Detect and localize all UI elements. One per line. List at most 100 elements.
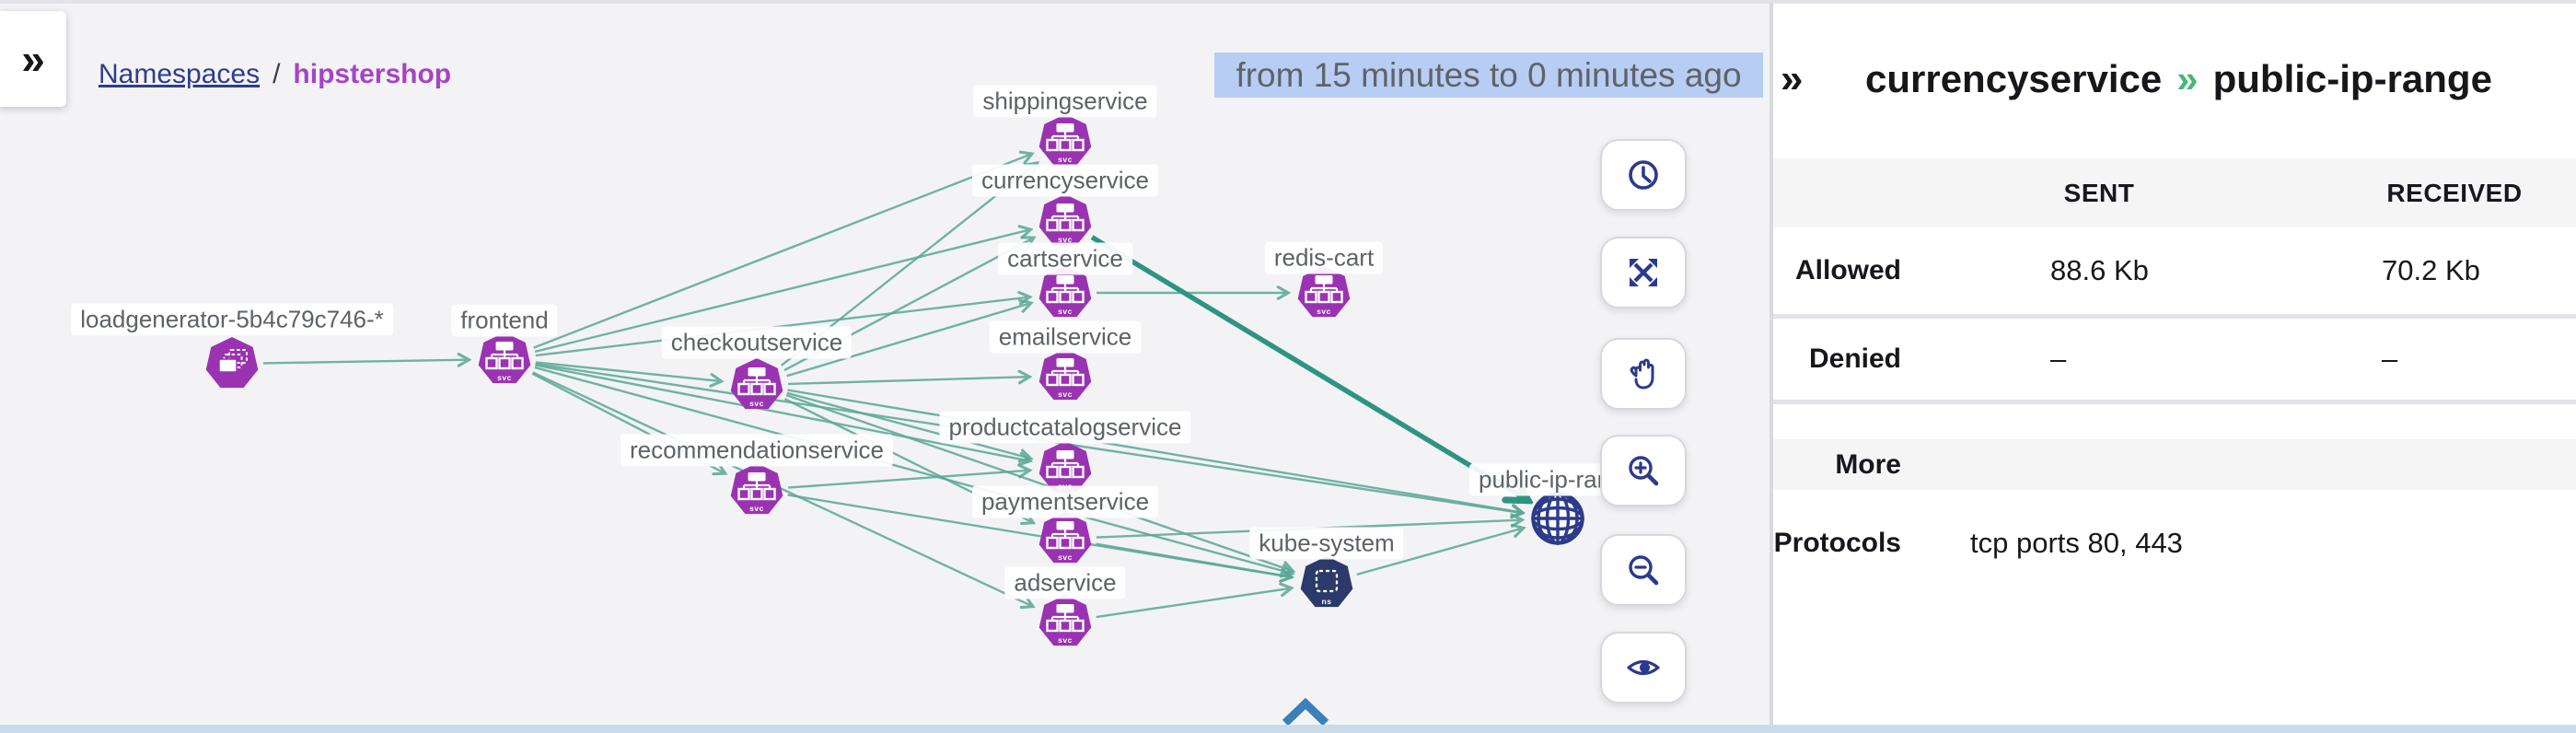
edge-checkoutservice-to-emailservice[interactable] [787,377,1028,386]
node-recommendationservice[interactable]: svc [730,463,783,515]
row-divider [1773,314,2576,319]
table-row-allowed: Allowed 88.6 Kb 70.2 Kb [1773,227,2576,314]
edge-recommendationservice-to-productcatalogservice[interactable] [787,471,1028,489]
edge-checkoutservice-to-kube-system[interactable] [785,394,1292,571]
breadcrumb-namespaces-link[interactable]: Namespaces [99,59,261,89]
node-cartservice[interactable]: svc [1039,266,1092,318]
zoom-in-button[interactable] [1600,435,1687,506]
collapse-panel-button[interactable] [1278,696,1333,727]
received-column-header: RECEIVED [2386,178,2523,207]
destination-service-name: public-ip-range [2212,57,2492,100]
svg-text:svc: svc [749,399,764,408]
flow-direction-icon: » [2176,57,2199,100]
panel-collapse-button[interactable]: » [1781,0,1803,158]
stats-table-header-row: SENT RECEIVED [1773,158,2576,227]
edge-checkoutservice-to-cartservice[interactable] [786,303,1030,378]
svg-text:svc: svc [1058,482,1073,491]
protocols-value: tcp ports 80, 443 [1970,527,2183,559]
chevrons-right-icon: » [1781,56,1804,101]
node-adservice[interactable]: svc [1039,595,1092,646]
zoom-in-icon [1622,449,1665,492]
edge-frontend-to-shippingservice[interactable] [533,155,1031,349]
window-top-border [0,0,2576,4]
svg-text:svc: svc [1058,307,1073,316]
time-range-label: from 15 minutes to 0 minutes ago [1236,55,1742,94]
node-paymentservice[interactable]: svc [1039,512,1092,564]
visibility-button[interactable] [1600,632,1687,704]
edge-currencyservice-to-public-ip-range[interactable] [1090,235,1526,500]
node-currencyservice[interactable]: svc [1039,194,1092,246]
more-section-header: More [1773,439,2576,490]
node-shippingservice[interactable]: svc [1039,114,1092,166]
edge-paymentservice-to-public-ip-range[interactable] [1096,520,1521,539]
node-public-ip-range[interactable] [1531,492,1584,545]
edge-checkoutservice-to-shippingservice[interactable] [780,164,1037,366]
edge-checkoutservice-to-public-ip-range[interactable] [787,389,1522,513]
svg-text:svc: svc [497,373,512,382]
table-row-denied: Denied – – [1773,319,2576,400]
svg-text:svc: svc [1058,155,1073,164]
svg-text:svc: svc [1317,307,1331,316]
svg-text:svc: svc [1058,553,1073,562]
edge-frontend-to-public-ip-range[interactable] [535,362,1522,513]
denied-received-value: – [2382,343,2398,375]
allowed-row-label: Allowed [1794,255,1901,285]
fit-to-screen-button[interactable] [1600,237,1687,308]
edge-checkoutservice-to-currencyservice[interactable] [783,239,1033,372]
edge-adservice-to-kube-system[interactable] [1096,588,1291,619]
breadcrumb: Namespaces / hipstershop [99,59,451,90]
graph-toolbar [1600,0,1687,733]
denied-sent-value: – [2050,343,2067,375]
sidebar-expand-button[interactable]: » [0,11,66,107]
chevrons-right-icon: » [21,35,45,83]
edge-frontend-to-cartservice[interactable] [535,297,1029,357]
clock-icon [1623,155,1664,195]
node-frontend[interactable]: svc [478,332,531,384]
edge-frontend-to-checkoutservice[interactable] [535,361,720,380]
protocols-row-label: Protocols [1773,528,1901,558]
more-section-label: More [1835,448,1901,480]
panel-divider [1770,0,1773,733]
table-row-protocols: Protocols tcp ports 80, 443 [1773,490,2576,597]
sent-column-header: SENT [2063,178,2135,207]
edge-paymentservice-to-kube-system[interactable] [1096,542,1291,577]
edge-frontend-to-adservice[interactable] [532,371,1032,606]
edge-kube-system-to-public-ip-range[interactable] [1356,529,1523,576]
denied-row-label: Denied [1808,343,1901,374]
svg-text:svc: svc [1058,235,1073,244]
edge-frontend-to-productcatalogservice[interactable] [535,364,1028,460]
hand-icon [1622,353,1665,395]
node-checkoutservice[interactable]: svc [730,358,783,410]
svg-text:ns: ns [1322,597,1332,606]
node-emailservice[interactable]: svc [1039,349,1092,401]
node-productcatalogservice[interactable]: svc [1039,441,1092,493]
edge-loadgenerator-to-frontend[interactable] [262,360,468,364]
svg-text:svc: svc [749,504,764,513]
edge-frontend-to-kube-system[interactable] [534,366,1292,574]
breadcrumb-separator: / [273,59,281,89]
time-range-picker[interactable]: from 15 minutes to 0 minutes ago [1214,52,1763,98]
zoom-out-icon [1622,549,1665,591]
bottom-edge-strip [0,725,2576,733]
chevron-up-icon [1278,697,1333,731]
edge-checkoutservice-to-productcatalogservice[interactable] [786,391,1030,459]
svg-text:svc: svc [1058,390,1073,399]
node-loadgenerator[interactable] [205,337,259,389]
allowed-sent-value: 88.6 Kb [2050,254,2149,286]
connection-title: currencyservice » public-ip-range [1865,0,2492,158]
expand-arrows-icon [1623,252,1664,293]
edge-checkoutservice-to-paymentservice[interactable] [783,398,1032,522]
service-map-canvas[interactable]: » Namespaces / hipstershop from 15 minut… [0,0,1770,733]
breadcrumb-current-namespace: hipstershop [293,59,452,89]
time-filter-button[interactable] [1600,139,1687,211]
node-kube-system[interactable]: ns [1300,556,1353,608]
source-service-name: currencyservice [1865,57,2163,100]
service-map-svg: svc svc svc svc svc svc svc svc svc svc svc ns [205,114,1584,646]
zoom-out-button[interactable] [1600,534,1687,606]
node-redis-cart[interactable]: svc [1297,266,1351,318]
detail-panel-header: » currencyservice » public-ip-range [1773,0,2576,158]
edge-frontend-to-currencyservice[interactable] [534,230,1029,354]
pan-mode-button[interactable] [1600,338,1687,410]
flow-detail-panel: » currencyservice » public-ip-range SENT… [1773,0,2576,733]
